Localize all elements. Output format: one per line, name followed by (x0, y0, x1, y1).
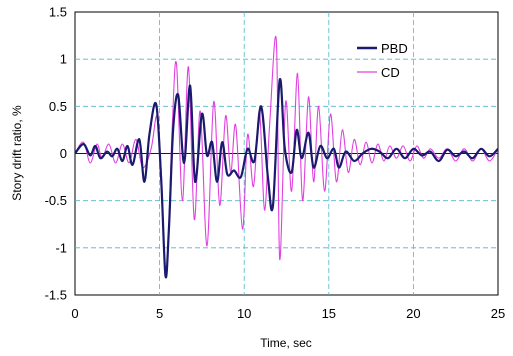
y-tick-label: 0.5 (49, 99, 67, 114)
y-axis-title: Story drift ratio, % (10, 105, 24, 201)
series-line-pbd (74, 78, 499, 279)
legend: PBD CD (357, 41, 408, 80)
y-tick-labels: 1.5 1 0.5 0 -0.5 -1 -1.5 (45, 5, 67, 303)
y-tick-label: -1 (55, 240, 67, 255)
y-tick-label: 1.5 (49, 5, 67, 20)
x-tick-labels: 0 5 10 15 20 25 (71, 306, 505, 321)
legend-label-pbd: PBD (381, 41, 408, 56)
x-tick-label: 5 (156, 306, 163, 321)
y-tick-label: -1.5 (45, 288, 67, 303)
x-axis-title: Time, sec (260, 336, 312, 350)
x-tick-label: 25 (491, 306, 505, 321)
x-tick-label: 20 (406, 306, 420, 321)
x-tick-label: 0 (71, 306, 78, 321)
x-tick-label: 10 (237, 306, 251, 321)
series-group (74, 36, 499, 279)
y-tick-label: 1 (60, 52, 67, 67)
y-tick-label: 0 (60, 146, 67, 161)
legend-label-cd: CD (381, 65, 400, 80)
y-tick-label: -0.5 (45, 193, 67, 208)
x-tick-label: 15 (322, 306, 336, 321)
